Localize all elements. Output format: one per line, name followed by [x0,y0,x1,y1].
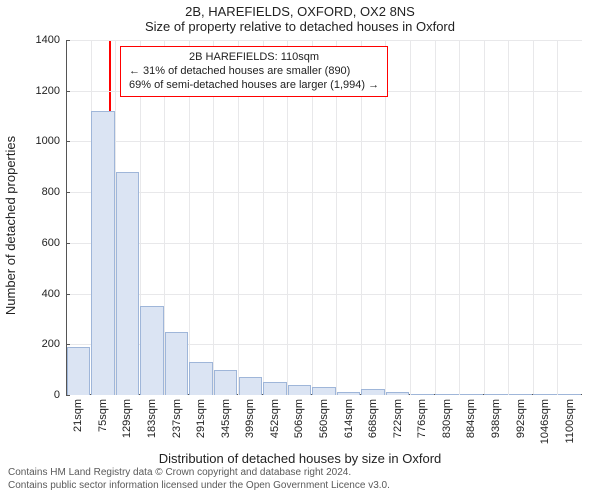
gridline-h [66,40,582,41]
x-tick-label: 345sqm [220,395,232,438]
bar [140,306,163,395]
gridline-v [435,40,436,395]
x-tick-label: 75sqm [97,395,109,432]
chart-subtitle: Size of property relative to detached ho… [0,19,600,34]
gridline-h [66,294,582,295]
x-tick-label: 237sqm [171,395,183,438]
y-tick-label: 400 [42,288,66,300]
gridline-v [484,40,485,395]
gridline-v [557,40,558,395]
x-tick-label: 722sqm [392,395,404,438]
bar [189,362,212,395]
x-tick-label: 506sqm [293,395,305,438]
bar [214,370,237,395]
gridline-h [66,192,582,193]
legend-line-2: 69% of semi-detached houses are larger (… [129,79,379,93]
gridline-h [66,243,582,244]
x-axis-label: Distribution of detached houses by size … [0,451,600,466]
y-tick-label: 1000 [36,135,66,147]
bar [263,382,286,395]
bar [91,111,114,395]
x-tick-label: 614sqm [343,395,355,438]
gridline-v [410,40,411,395]
footer-text: Contains HM Land Registry data © Crown c… [8,466,390,492]
bar [116,172,139,395]
gridline-v [459,40,460,395]
x-tick-label: 399sqm [244,395,256,438]
x-tick-label: 884sqm [465,395,477,438]
x-tick-label: 21sqm [72,395,84,432]
legend-line-1: ← 31% of detached houses are smaller (89… [129,65,379,79]
y-tick-label: 600 [42,237,66,249]
gridline-v [533,40,534,395]
x-tick-label: 452sqm [269,395,281,438]
x-tick-label: 129sqm [121,395,133,438]
x-tick-label: 938sqm [490,395,502,438]
chart-container: 2B, HAREFIELDS, OXFORD, OX2 8NS Size of … [0,0,600,500]
y-axis-label: Number of detached properties [3,48,18,403]
bar [239,377,262,395]
y-tick-label: 800 [42,186,66,198]
x-tick-label: 776sqm [416,395,428,438]
y-tick-label: 200 [42,338,66,350]
footer-line-0: Contains HM Land Registry data © Crown c… [8,466,390,479]
bar [67,347,90,395]
footer-line-1: Contains public sector information licen… [8,479,390,492]
bar [312,387,335,395]
chart-title: 2B, HAREFIELDS, OXFORD, OX2 8NS [0,0,600,19]
x-tick-label: 1100sqm [564,395,576,443]
legend-box: 2B HAREFIELDS: 110sqm ← 31% of detached … [120,46,388,97]
gridline-v [508,40,509,395]
x-tick-label: 1046sqm [539,395,551,444]
x-tick-label: 992sqm [515,395,527,438]
y-axis [66,40,67,395]
x-tick-label: 560sqm [318,395,330,438]
bar [165,332,188,395]
x-tick-label: 291sqm [195,395,207,438]
y-tick-label: 1400 [36,34,66,46]
x-tick-label: 830sqm [441,395,453,438]
gridline-h [66,141,582,142]
bar [288,385,311,395]
x-tick-label: 183sqm [146,395,158,438]
legend-line-0: 2B HAREFIELDS: 110sqm [129,51,379,65]
y-tick-label: 1200 [36,85,66,97]
x-tick-label: 668sqm [367,395,379,438]
y-tick-label: 0 [54,389,66,401]
